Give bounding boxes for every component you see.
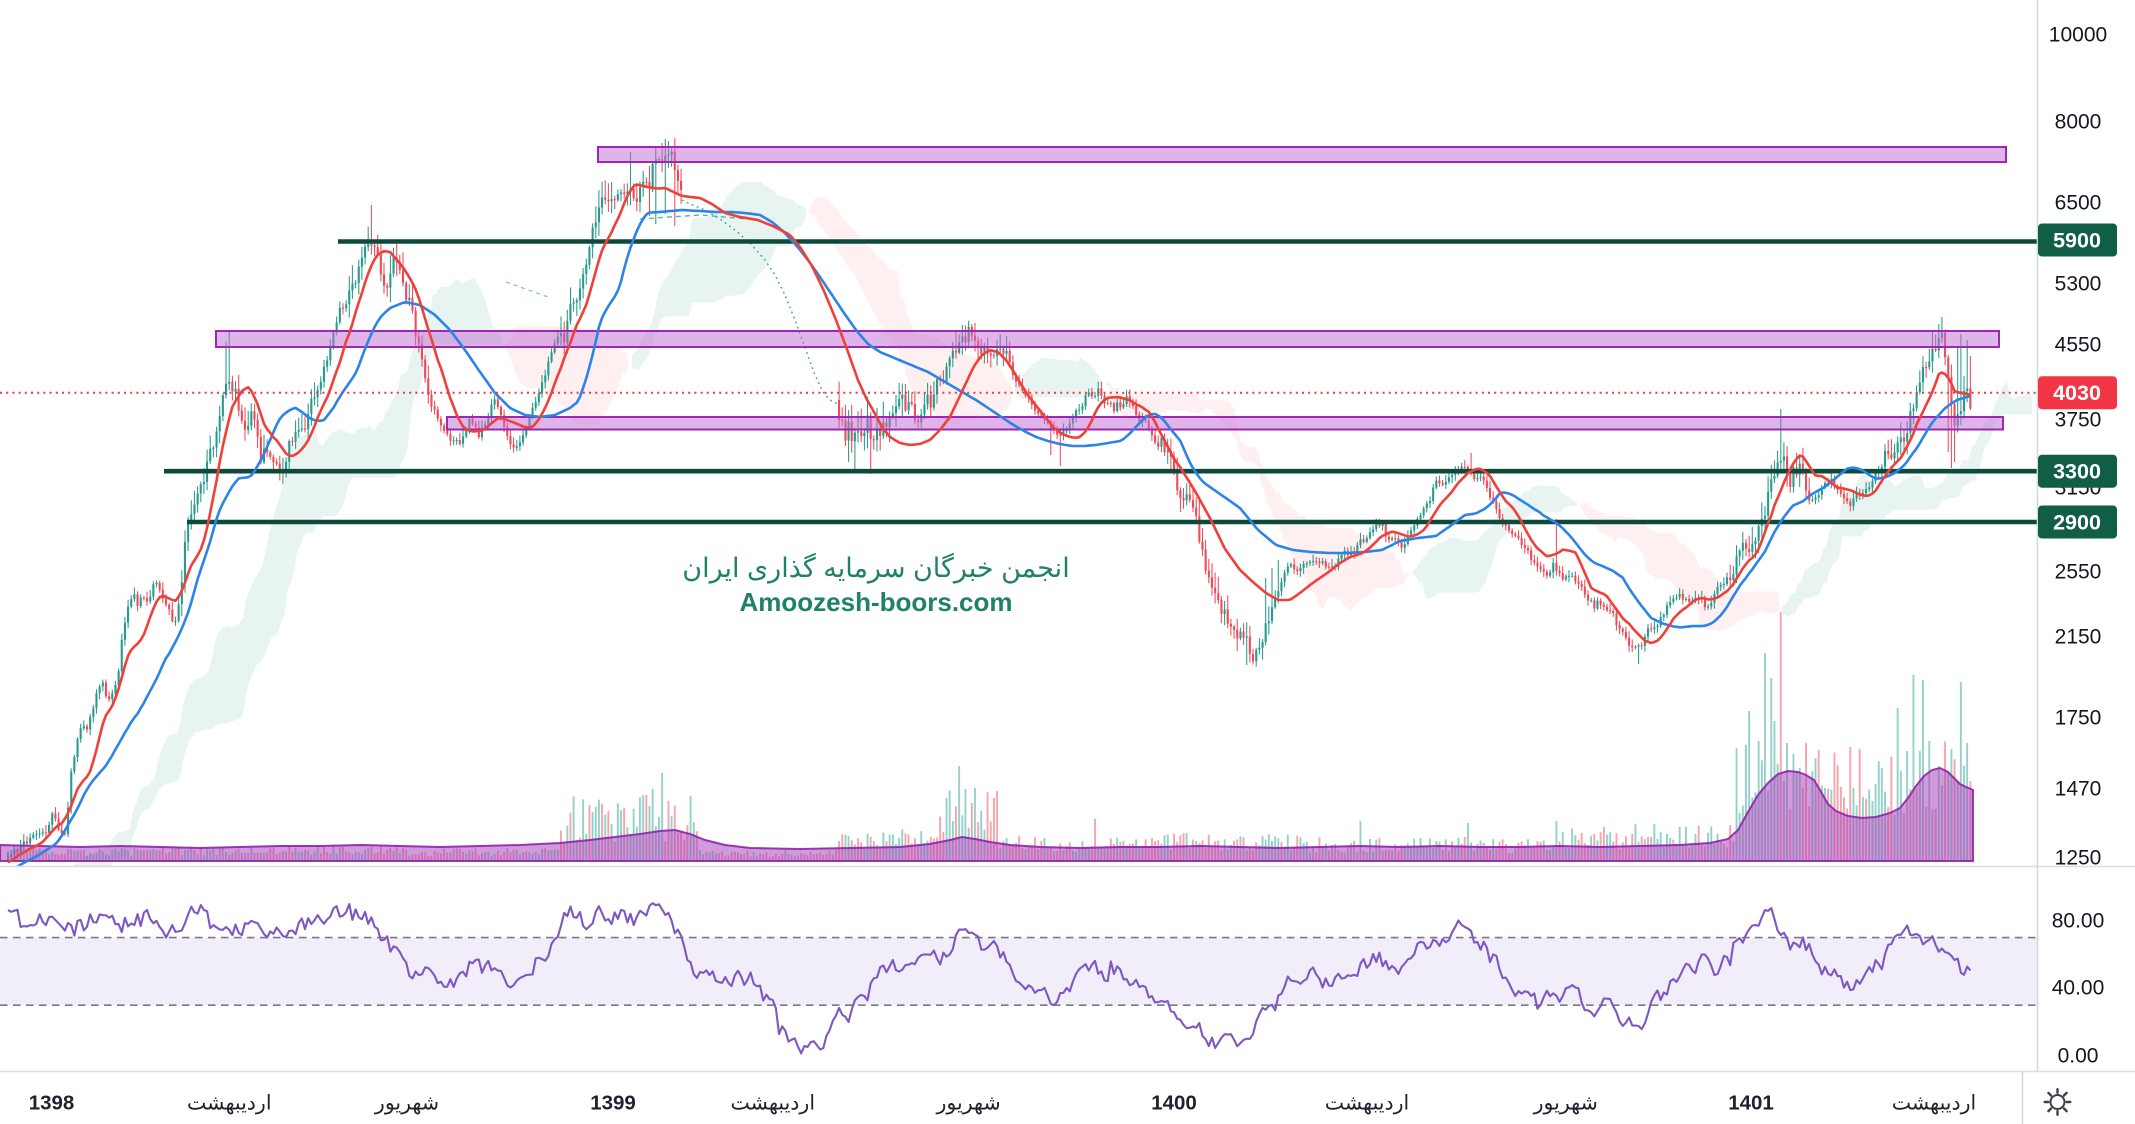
svg-text:شهریور: شهریور — [936, 1092, 1001, 1116]
svg-text:شهریور: شهریور — [1533, 1092, 1598, 1116]
svg-text:2550: 2550 — [2055, 561, 2102, 584]
svg-text:اردیبهشت: اردیبهشت — [1892, 1092, 1976, 1116]
svg-text:1750: 1750 — [2055, 707, 2102, 730]
svg-text:8000: 8000 — [2055, 111, 2102, 134]
svg-text:10000: 10000 — [2049, 24, 2107, 47]
svg-text:اردیبهشت: اردیبهشت — [187, 1092, 271, 1116]
svg-text:3750: 3750 — [2055, 409, 2102, 432]
svg-text:5900: 5900 — [2053, 229, 2101, 253]
svg-text:انجمن خبرگان سرمایه گذاری ایرا: انجمن خبرگان سرمایه گذاری ایران — [682, 552, 1069, 584]
svg-text:4550: 4550 — [2055, 334, 2102, 357]
svg-text:80.00: 80.00 — [2052, 910, 2105, 933]
svg-text:1400: 1400 — [1151, 1092, 1197, 1115]
svg-text:1250: 1250 — [2055, 847, 2102, 870]
svg-text:2150: 2150 — [2055, 626, 2102, 649]
svg-text:1401: 1401 — [1728, 1092, 1774, 1115]
svg-text:1470: 1470 — [2055, 778, 2102, 801]
svg-text:Amoozesh-boors.com: Amoozesh-boors.com — [739, 587, 1012, 617]
svg-text:اردیبهشت: اردیبهشت — [1325, 1092, 1409, 1116]
svg-text:شهریور: شهریور — [374, 1092, 439, 1116]
svg-text:1398: 1398 — [29, 1092, 75, 1115]
svg-text:5300: 5300 — [2055, 273, 2102, 296]
svg-text:2900: 2900 — [2053, 511, 2101, 535]
svg-text:40.00: 40.00 — [2052, 977, 2105, 1000]
svg-text:3300: 3300 — [2053, 460, 2101, 484]
svg-text:1399: 1399 — [590, 1092, 636, 1115]
svg-text:0.00: 0.00 — [2058, 1045, 2099, 1068]
svg-text:4030: 4030 — [2053, 381, 2101, 405]
svg-text:اردیبهشت: اردیبهشت — [731, 1092, 815, 1116]
svg-text:6500: 6500 — [2055, 192, 2102, 215]
